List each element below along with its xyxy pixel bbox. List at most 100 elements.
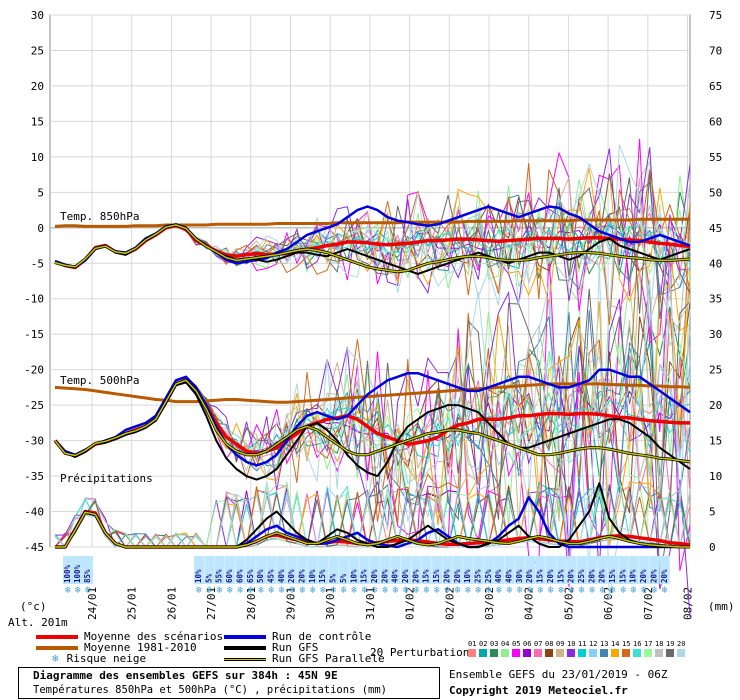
snow-risk-cell	[597, 556, 608, 584]
snow-risk-percent: 15%	[318, 569, 327, 583]
perturbation-swatches	[468, 649, 688, 657]
snow-risk-cell	[307, 556, 318, 584]
right-tick-label: 30	[709, 328, 722, 341]
right-tick-label: 5	[709, 506, 716, 519]
snow-risk-percent: 20%	[660, 569, 669, 583]
snowflake-icon: ❄	[268, 585, 275, 596]
snow-risk-row: 100%❄100%❄85%❄10%❄5%❄55%❄60%❄60%❄65%❄50%…	[63, 556, 670, 596]
snow-risk-percent: 20%	[453, 569, 462, 583]
perturbation-number: 18	[655, 640, 664, 648]
left-tick-label: -30	[24, 435, 44, 448]
snow-risk-cell	[566, 556, 577, 584]
snow-risk-cell	[556, 556, 567, 584]
perturbation-swatch	[600, 649, 608, 657]
right-tick-label: 25	[709, 364, 722, 377]
snow-risk-cell	[618, 556, 629, 584]
snow-risk-cell	[204, 556, 215, 584]
snow-risk-percent: 20%	[380, 569, 389, 583]
right-tick-label: 70	[709, 44, 722, 57]
snow-risk-percent: 10%	[349, 569, 358, 583]
snowflake-icon: ❄	[600, 585, 607, 596]
x-date-label: 01/02	[404, 587, 417, 620]
snow-risk-percent: 10%	[194, 569, 203, 583]
perturbation-number: 04	[501, 640, 510, 648]
snow-risk-cell	[256, 556, 267, 584]
perturbation-swatch	[611, 649, 619, 657]
snowflake-icon: ❄	[227, 585, 234, 596]
snowflake-icon: ❄	[548, 585, 555, 596]
snowflake-icon: ❄	[475, 585, 482, 596]
label-precip: Précipitations	[60, 472, 153, 485]
snow-risk-cell	[659, 556, 670, 584]
series-line-t850	[54, 224, 691, 273]
snow-risk-percent: 40%	[505, 569, 514, 583]
x-axis-dates: 24/01 25/01 26/01 27/01 28/01 29/01 30/01 31/01…	[86, 587, 695, 620]
x-date-label: 30/01	[324, 587, 337, 620]
legend-gfs-parallel: Run GFS Parallele	[224, 652, 385, 665]
x-date-label: 28/01	[245, 587, 258, 620]
snow-risk-cell	[432, 556, 443, 584]
left-tick-label: -35	[24, 470, 44, 483]
snow-risk-cell	[494, 556, 505, 584]
perturbation-swatch	[501, 649, 509, 657]
snow-risk-cell	[401, 556, 411, 584]
perturbation-number: 17	[644, 640, 653, 648]
left-tick-label: -5	[31, 257, 44, 270]
perturbation-number: 19	[666, 640, 675, 648]
snow-risk-percent: 40%	[277, 569, 286, 583]
snow-risk-cell	[287, 556, 298, 584]
snow-risk-percent: 15%	[608, 569, 617, 583]
snowflake-icon: ❄	[351, 585, 358, 596]
snow-risk-percent: 20%	[546, 569, 555, 583]
snowflake-icon: ❄	[455, 585, 462, 596]
perturbation-number: 01	[468, 640, 477, 648]
snow-risk-cell	[380, 556, 391, 584]
snowflake-icon: ❄	[641, 585, 648, 596]
legend-climate: Moyenne 1981-2010	[36, 641, 197, 654]
right-tick-label: 60	[709, 115, 722, 128]
perturbation-swatch	[622, 649, 630, 657]
snowflake-icon: ❄	[465, 585, 472, 596]
snow-risk-percent: 30%	[515, 569, 524, 583]
snow-risk-percent: 5%	[204, 573, 213, 583]
snowflake-icon: ❄	[310, 585, 317, 596]
snow-risk-percent: 25%	[473, 569, 482, 583]
snow-risk-percent: 20%	[598, 569, 607, 583]
right-axis-unit: (mm)	[708, 600, 735, 613]
snowflake-icon: ❄	[237, 585, 244, 596]
snow-risk-cell	[297, 556, 308, 584]
snowflake-icon: ❄	[486, 585, 493, 596]
snowflake-icon: ❄	[589, 585, 596, 596]
snow-risk-cell	[628, 556, 639, 584]
left-axis-unit: (°c)	[20, 600, 47, 613]
left-tick-label: 30	[31, 9, 44, 22]
perturbation-number: 10	[567, 640, 576, 648]
snow-risk-percent: 10%	[463, 569, 472, 583]
right-tick-label: 55	[709, 151, 722, 164]
snowflake-icon: ❄	[496, 585, 503, 596]
snow-risk-percent: 100%	[63, 564, 72, 583]
snowflake-icon: ❄	[258, 585, 265, 596]
snow-risk-cell	[338, 556, 349, 584]
snowflake-icon: ❄	[341, 585, 348, 596]
right-tick-label: 65	[709, 80, 722, 93]
snow-risk-percent: 20%	[639, 569, 648, 583]
snow-risk-cell	[483, 556, 494, 584]
snow-risk-cell	[369, 556, 380, 584]
snow-risk-percent: 25%	[577, 569, 586, 583]
perturbation-swatch	[534, 649, 542, 657]
snow-risk-cell	[463, 556, 474, 584]
x-date-label: 24/01	[86, 587, 99, 620]
snow-risk-cell	[535, 556, 546, 584]
left-tick-label: -25	[24, 399, 44, 412]
right-tick-label: 15	[709, 435, 722, 448]
perturbation-number: 12	[589, 640, 598, 648]
series-line-t500	[54, 368, 691, 467]
snowflake-icon: ❄	[196, 585, 203, 596]
perturbation-swatch	[655, 649, 663, 657]
snow-risk-cell	[349, 556, 360, 584]
left-tick-label: 5	[37, 186, 44, 199]
snowflake-icon: ❄	[217, 585, 224, 596]
perturbation-number: 02	[479, 640, 488, 648]
chart-subtitle: Températures 850hPa et 500hPa (°C) , pré…	[33, 684, 388, 696]
